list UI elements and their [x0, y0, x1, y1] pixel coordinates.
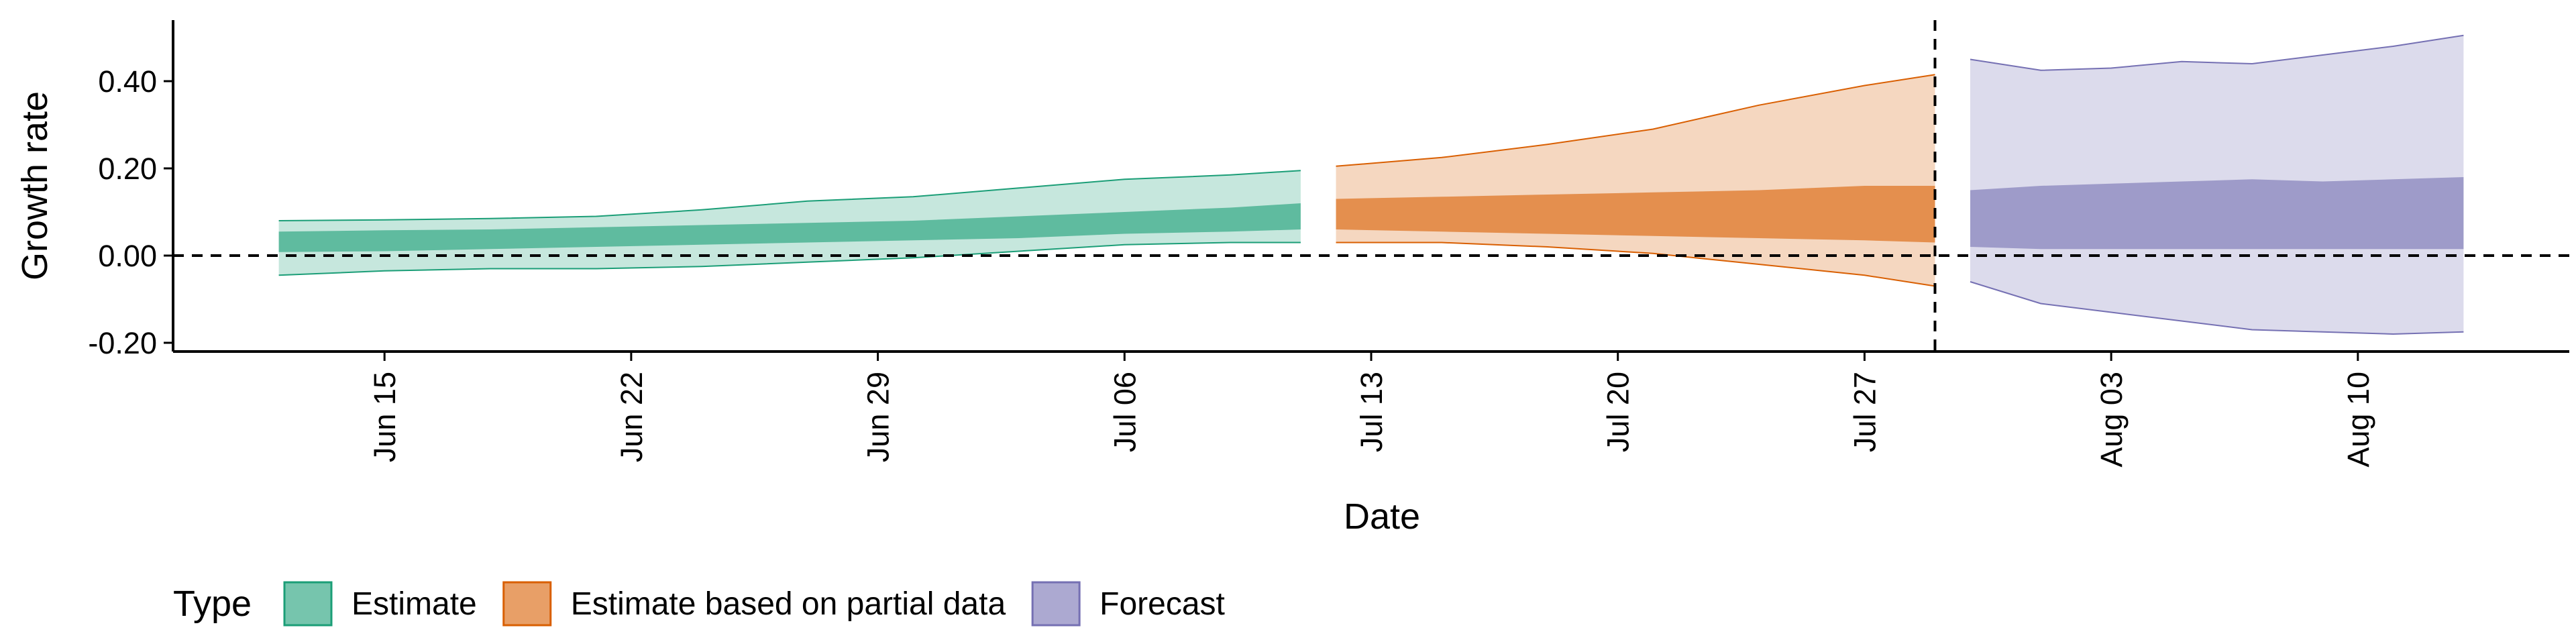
axes-layer: -0.20 0.00 0.20 0.40 Jun 15 Jun 22 Jun 29 Jul 0… [15, 20, 2569, 537]
series-estimate-based-on-partial-data [1336, 74, 1935, 287]
reference-lines [173, 20, 2569, 352]
x-tick-label: Jul 13 [1354, 372, 1389, 452]
legend-key-estimate [283, 581, 333, 627]
x-tick-label: Jun 22 [614, 372, 649, 462]
series-estimate [278, 170, 1301, 276]
forecast-upper-edge [1970, 34, 2464, 71]
legend-label-forecast: Forecast [1099, 586, 1225, 622]
legend-label-estimate: Estimate [352, 586, 477, 622]
legend-key-forecast [1031, 581, 1081, 627]
series-forecast [1970, 34, 2464, 335]
legend: Type Estimate Estimate based on partial da… [173, 581, 1225, 627]
estimate-based-on-partial-data-upper-edge [1336, 74, 1935, 167]
estimate-based-on-partial-data-lower-edge [1336, 241, 1935, 287]
x-tick-label: Jul 20 [1601, 372, 1635, 452]
bands-layer [278, 34, 2464, 335]
y-tick-label: 0.00 [98, 239, 157, 273]
x-tick-label: Jul 06 [1108, 372, 1142, 452]
y-tick-label: 0.40 [98, 64, 157, 99]
forecast-band-50 [1970, 177, 2464, 250]
x-tick-label: Aug 03 [2094, 372, 2129, 468]
estimate-upper-edge [278, 170, 1301, 221]
x-tick-label: Aug 10 [2341, 372, 2375, 468]
x-tick-label: Jun 29 [861, 372, 896, 462]
x-tick-label: Jul 27 [1847, 372, 1882, 452]
estimate-band-50 [278, 203, 1301, 252]
x-tick-label: Jun 15 [368, 372, 402, 462]
y-tick-label: 0.20 [98, 152, 157, 186]
legend-key-estimate-based-on-partial-data [502, 581, 552, 627]
legend-title: Type [173, 584, 252, 624]
estimate-lower-edge [278, 241, 1301, 276]
y-tick-label: -0.20 [88, 326, 157, 360]
legend-label-estimate-based-on-partial-data: Estimate based on partial data [571, 586, 1006, 622]
y-axis-title: Growth rate [15, 91, 55, 280]
estimate-based-on-partial-data-band-50 [1336, 186, 1935, 243]
x-axis-title: Date [1344, 496, 1420, 537]
forecast-lower-edge [1970, 281, 2464, 335]
